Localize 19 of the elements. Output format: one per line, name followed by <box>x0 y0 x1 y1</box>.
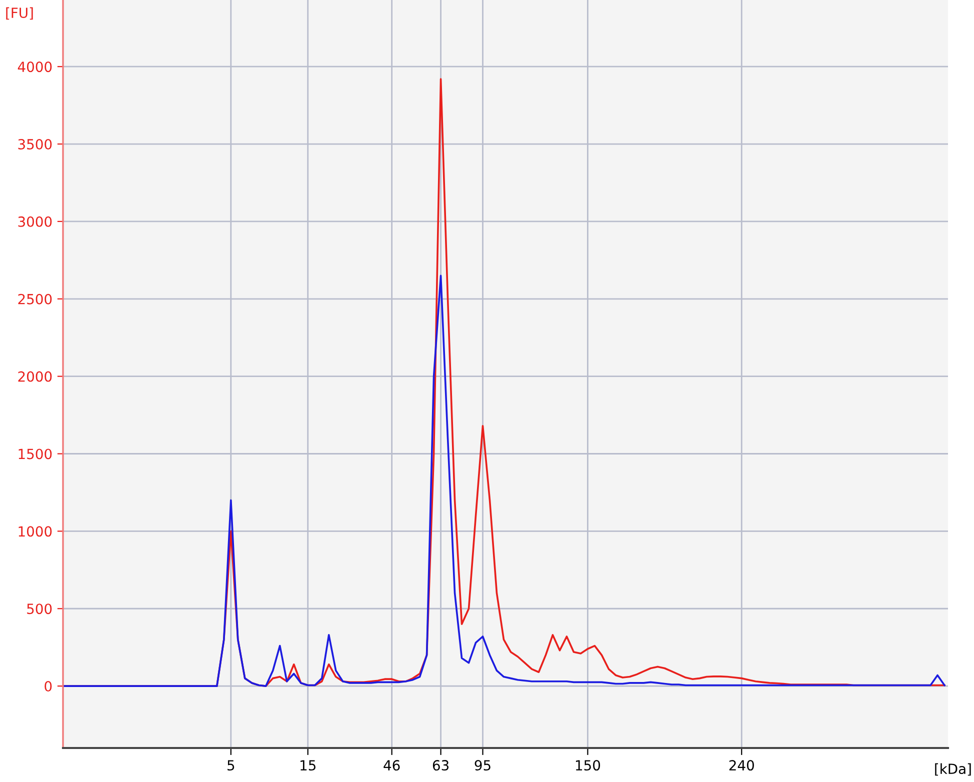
line-series <box>63 274 946 687</box>
y-tick-label: 0 <box>44 681 52 692</box>
y-axis-title: [FU] <box>6 7 33 20</box>
x-tick-label: 95 <box>474 760 490 771</box>
y-tick-label: 500 <box>27 604 52 614</box>
x-tick-label: 150 <box>576 760 600 771</box>
y-tick-label: 4000 <box>18 62 52 72</box>
y-tick-label: 3000 <box>18 216 52 227</box>
x-tick-label: 46 <box>384 760 400 771</box>
y-tick-label: 2000 <box>18 371 52 382</box>
y-tick-label: 1000 <box>18 526 52 537</box>
x-tick-label: 63 <box>432 760 449 771</box>
x-tick-label: 5 <box>228 760 234 771</box>
x-axis-title: [kDa] <box>935 763 971 776</box>
y-tick-label: 2500 <box>18 294 52 304</box>
y-tick-label: 3500 <box>18 138 52 150</box>
x-tick-label: 15 <box>300 760 316 771</box>
x-tick-label: 240 <box>729 760 754 771</box>
y-tick-label: 1500 <box>18 448 52 460</box>
